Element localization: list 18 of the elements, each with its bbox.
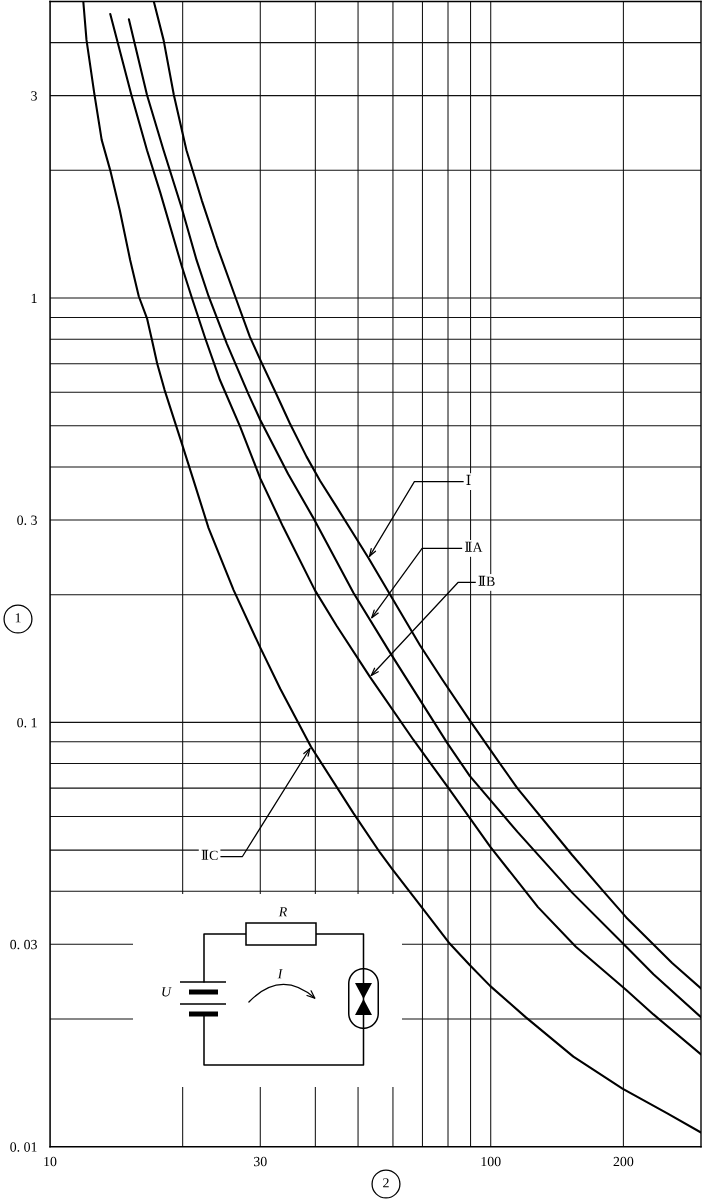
y-tick-label: 0. 1 <box>17 717 37 728</box>
annotation: ⅡB <box>478 575 495 586</box>
y-tick-label: 0. 3 <box>17 515 37 525</box>
x-tick-label: 30 <box>254 1156 267 1167</box>
annotation: R <box>278 907 288 917</box>
y-tick-label: 0. 03 <box>10 939 37 950</box>
x-tick-label: 10 <box>44 1156 57 1167</box>
x-tick-label: 100 <box>481 1156 501 1167</box>
annotation: ⅡC <box>201 849 218 860</box>
y-tick-label: 0. 01 <box>10 1142 37 1152</box>
annotation: ⅡA <box>465 541 483 552</box>
y-tick-label: 3 <box>31 91 37 101</box>
annotation: U <box>162 987 172 997</box>
annotation: I <box>277 969 283 979</box>
annotation: Ⅰ <box>466 474 471 485</box>
x-tick-label: 200 <box>613 1156 634 1167</box>
y-tick-label: 1 <box>31 293 37 303</box>
x-axis-title: 2 <box>383 1178 389 1188</box>
